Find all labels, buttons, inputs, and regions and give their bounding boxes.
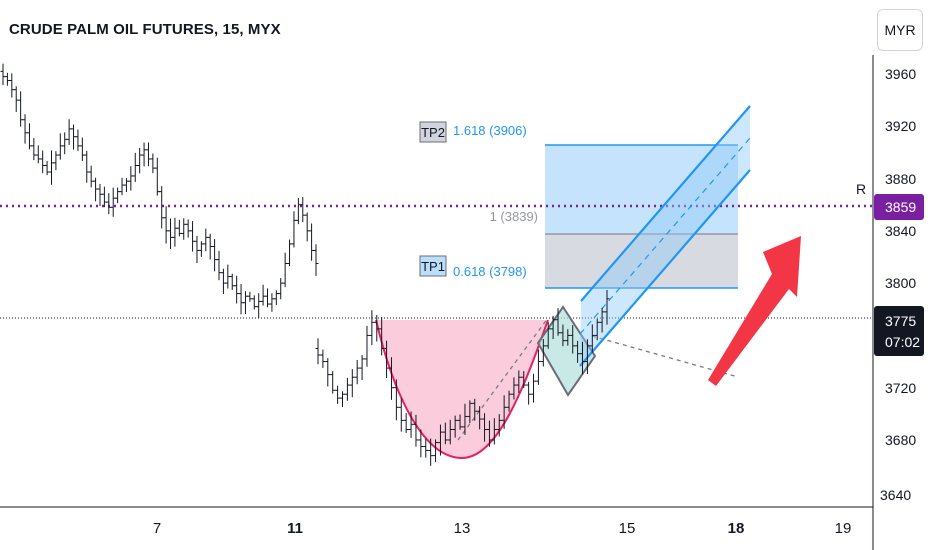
price-tick-3680: 3680 — [885, 432, 916, 448]
time-label-11: 11 — [287, 520, 303, 537]
time-label-18: 18 — [728, 520, 745, 537]
cup-dashed-line — [457, 317, 549, 441]
ascending-channel — [579, 105, 751, 367]
projection-dashed-line — [591, 335, 739, 378]
chart-title: CRUDE PALM OIL FUTURES, 15, MYX — [9, 21, 281, 38]
price-tick-3960: 3960 — [885, 66, 916, 82]
time-axis-labels: 7 11 13 15 18 19 — [153, 520, 852, 537]
bullish-arrow[interactable] — [708, 236, 801, 386]
channel-upper-line[interactable] — [580, 105, 751, 302]
tp1-level-label: 0.618 (3798) — [453, 264, 527, 279]
fib-one-label: 1 (3839) — [490, 209, 538, 224]
candlestick-series — [0, 63, 610, 466]
tp1-tag-text: TP1 — [421, 259, 445, 274]
cup-pattern[interactable] — [376, 320, 548, 458]
level-badge — [874, 194, 924, 220]
time-label-19: 19 — [835, 520, 852, 537]
price-tick-3920: 3920 — [885, 118, 916, 134]
level-marker-letter: R — [856, 181, 866, 197]
channel-lower-line[interactable] — [579, 169, 751, 367]
time-label-7: 7 — [153, 520, 161, 537]
fib-zone-lower — [545, 234, 738, 288]
price-tick-3720: 3720 — [885, 380, 916, 396]
price-tick-3800: 3800 — [885, 275, 916, 291]
fib-extension: TP2 1.618 (3906) 1 (3839) TP1 0.618 (379… — [419, 121, 738, 289]
time-label-15: 15 — [619, 520, 636, 537]
tp2-tag-text: TP2 — [421, 125, 445, 140]
price-tick-3640: 3640 — [880, 487, 911, 503]
price-tick-3880: 3880 — [885, 171, 916, 187]
bar-countdown-text: 07:02 — [885, 334, 920, 350]
last-price-text: 3775 — [885, 313, 916, 329]
last-price-badge — [874, 306, 924, 356]
tp2-tag — [419, 121, 447, 143]
tp1-tag — [419, 255, 447, 277]
time-label-13: 13 — [454, 520, 471, 537]
price-tick-3840: 3840 — [885, 223, 916, 239]
tp2-level-label: 1.618 (3906) — [453, 123, 527, 138]
currency-button[interactable]: MYR — [877, 9, 923, 51]
channel-fill — [580, 106, 750, 366]
price-axis-ticks: 3960 3920 3880 3840 3800 3720 3680 3640 — [880, 66, 916, 503]
level-badge-text: 3859 — [885, 199, 916, 215]
